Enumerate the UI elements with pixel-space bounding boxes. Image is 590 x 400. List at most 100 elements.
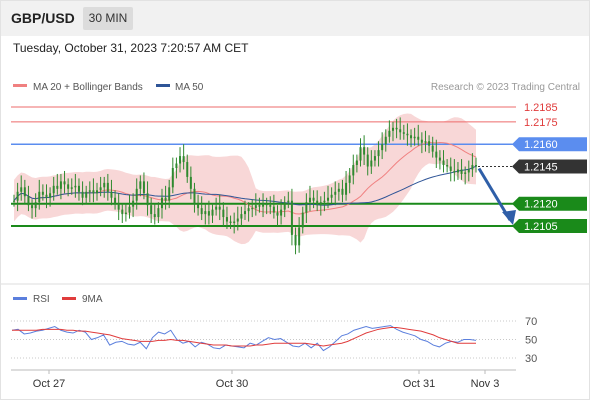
candle-body-38 [150,205,153,215]
candle-body-59 [225,217,228,222]
candle-body-54 [207,211,210,216]
candle-body-83 [312,197,315,201]
candle-body-29 [117,203,120,210]
candle-body-102 [381,144,384,151]
candle-body-116 [431,145,434,152]
candle-body-55 [211,209,214,216]
candle-body-17 [74,185,77,188]
rsi-tick-30: 30 [525,353,537,365]
candle-body-13 [59,181,62,189]
level-label-1.2120: 1.2120 [524,199,558,211]
candle-body-57 [218,206,221,210]
candle-body-1 [16,191,19,201]
legend-rsi-swatch [13,297,27,300]
candle-body-74 [280,209,283,216]
candle-body-115 [428,141,431,146]
x-tick-label-3: Nov 3 [471,378,500,390]
candle-body-31 [124,212,127,215]
candle-body-50 [193,188,196,204]
candle-body-105 [391,127,394,131]
attribution-text: Research © 2023 Trading Central [431,82,580,93]
candle-body-0 [13,200,15,202]
candle-body-51 [197,203,200,209]
level-badge-1.2120 [512,196,587,211]
candle-body-11 [52,185,55,194]
candle-body-110 [410,135,413,139]
candle-body-42 [164,197,167,201]
candle-body-63 [240,214,243,219]
candle-body-118 [438,157,441,161]
candle-body-9 [45,194,48,198]
candle-body-96 [359,147,362,161]
candle-body-10 [49,193,52,198]
candle-body-89 [334,191,337,195]
candle-body-103 [384,136,387,145]
rsi-line [11,325,477,352]
candle-body-39 [153,214,156,218]
candle-body-36 [142,181,145,194]
legend-9ma-swatch [62,297,76,300]
candle-body-117 [435,151,438,158]
candle-body-93 [348,175,351,183]
candle-body-56 [215,206,218,210]
candle-body-84 [316,200,319,206]
candle-body-112 [417,136,420,140]
candle-body-72 [272,206,275,213]
candle-body-66 [251,208,254,210]
candle-body-8 [41,191,44,195]
candle-body-85 [319,202,322,206]
candle-body-33 [132,200,135,207]
candle-body-122 [453,170,456,173]
candle-body-67 [254,205,257,209]
candle-body-81 [305,202,308,213]
candle-body-43 [168,187,171,201]
candle-body-77 [290,200,293,235]
candle-body-128 [475,165,477,167]
candle-body-88 [330,194,333,198]
bollinger-band-area [14,113,476,245]
candle-body-87 [327,197,330,201]
candle-body-108 [402,132,405,134]
ma50-line [13,165,477,206]
candle-body-20 [85,191,88,198]
candle-body-12 [56,185,59,189]
legend-ma20-label: MA 20 + Bollinger Bands [33,82,143,93]
candle-body-62 [236,218,239,222]
candle-body-124 [460,169,463,174]
candle-body-76 [287,200,290,203]
candle-body-98 [366,154,369,167]
currency-pair-title: GBP/USD [11,10,75,26]
level-label-1.2160: 1.2160 [524,139,558,151]
level-label-1.2145: 1.2145 [524,162,558,174]
rsi-tick-50: 50 [525,335,537,347]
candle-body-113 [420,139,423,143]
candle-body-104 [388,130,391,137]
candle-body-52 [200,208,203,215]
candle-body-61 [233,221,236,224]
candle-body-44 [171,167,174,188]
report-timestamp: Tuesday, October 31, 2023 7:20:57 AM CET [13,41,249,55]
candle-body-26 [106,182,109,192]
candle-body-123 [456,169,459,173]
candle-body-75 [283,202,286,210]
candle-body-4 [27,196,30,206]
level-label-1.2105: 1.2105 [524,221,558,233]
candle-body-68 [258,205,261,207]
candle-body-99 [370,160,373,167]
candle-body-49 [189,176,192,189]
candle-body-15 [67,184,70,189]
candle-body-94 [352,165,355,176]
candle-body-21 [88,190,91,192]
candle-body-18 [77,185,80,192]
timeframe-badge[interactable]: 30 MIN [83,7,133,30]
candle-body-25 [103,182,106,188]
candle-body-23 [96,190,99,194]
candle-body-3 [23,187,26,197]
candle-body-86 [323,200,326,203]
level-badge-1.2160 [512,137,587,152]
candle-body-60 [229,221,232,224]
candle-body-79 [298,227,301,246]
candle-body-82 [308,197,311,203]
candle-body-125 [464,172,467,174]
candle-body-121 [449,166,452,171]
